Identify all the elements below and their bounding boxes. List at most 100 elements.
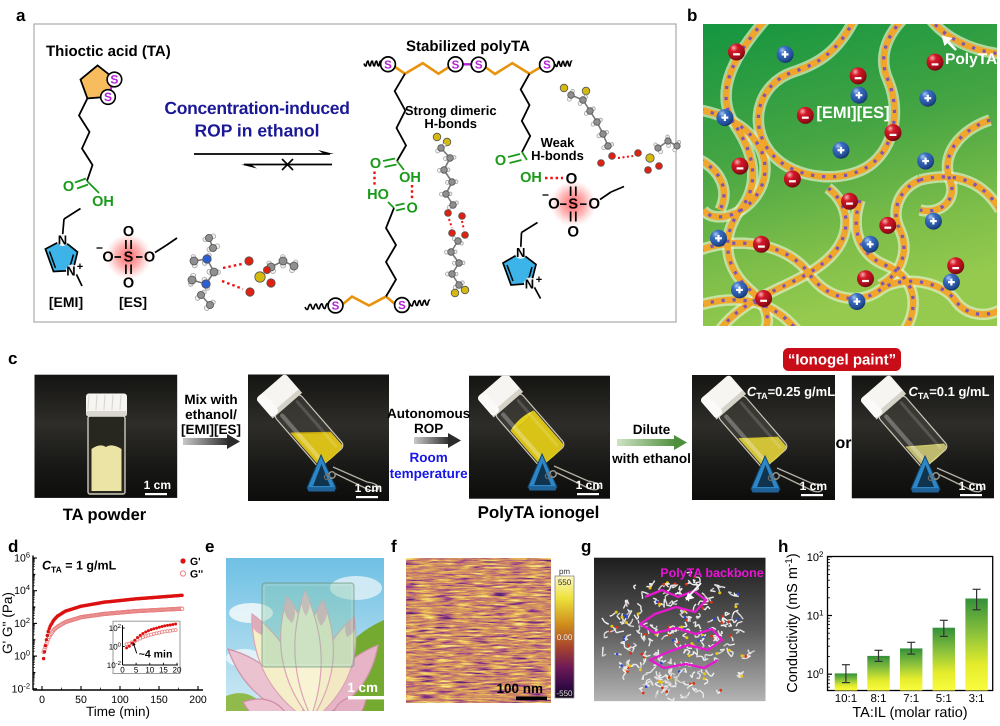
- svg-text:1 cm: 1 cm: [144, 478, 171, 492]
- svg-text:10: 10: [145, 666, 154, 675]
- svg-text:b: b: [687, 6, 697, 25]
- svg-text:[EMI]: [EMI]: [49, 294, 83, 310]
- svg-text:N: N: [66, 264, 75, 279]
- svg-text:1 cm: 1 cm: [355, 481, 382, 495]
- svg-text:S: S: [398, 300, 406, 312]
- svg-text:101: 101: [807, 609, 824, 623]
- svg-text:100: 100: [14, 649, 30, 663]
- svg-text:a: a: [16, 6, 26, 25]
- svg-text:f: f: [391, 537, 397, 556]
- svg-text:S: S: [452, 59, 460, 71]
- svg-text:Dilute: Dilute: [633, 422, 671, 437]
- svg-text:102: 102: [14, 616, 30, 630]
- svg-text:1 cm: 1 cm: [800, 479, 827, 493]
- svg-text:10:1: 10:1: [835, 693, 857, 705]
- svg-text:or: or: [836, 435, 852, 452]
- svg-text:S: S: [104, 90, 112, 104]
- svg-text:104: 104: [14, 583, 30, 597]
- svg-text:O: O: [548, 196, 560, 213]
- svg-text:TA powder: TA powder: [63, 506, 147, 524]
- svg-text:Room: Room: [409, 450, 447, 465]
- svg-text:100 nm: 100 nm: [496, 681, 543, 696]
- svg-text:S: S: [332, 301, 340, 313]
- svg-text:O: O: [567, 224, 579, 241]
- svg-text:5:1: 5:1: [936, 693, 952, 705]
- svg-text:Time (min): Time (min): [86, 704, 150, 719]
- svg-text:8:1: 8:1: [871, 693, 887, 705]
- svg-text:102: 102: [807, 550, 824, 564]
- svg-text:550: 550: [558, 578, 572, 587]
- svg-text:−: −: [96, 241, 103, 255]
- svg-text:S: S: [568, 197, 578, 213]
- svg-text:O: O: [588, 196, 600, 213]
- svg-text:with ethanol: with ethanol: [611, 451, 691, 466]
- svg-text:PolyTA: PolyTA: [945, 51, 997, 68]
- svg-text:+: +: [77, 261, 83, 273]
- svg-text:0: 0: [39, 694, 45, 706]
- svg-text:g: g: [581, 537, 591, 556]
- svg-text:5: 5: [134, 666, 139, 675]
- svg-text:ethanol/: ethanol/: [185, 407, 237, 422]
- svg-text:[EMI][ES]: [EMI][ES]: [181, 422, 241, 437]
- svg-text:0: 0: [120, 666, 125, 675]
- svg-text:15: 15: [159, 666, 168, 675]
- svg-text:20: 20: [173, 666, 182, 675]
- svg-text:G' G'' (Pa): G' G'' (Pa): [0, 592, 15, 654]
- svg-text:Concentration-induced: Concentration-induced: [164, 98, 349, 118]
- svg-text:~4 min: ~4 min: [139, 649, 173, 661]
- svg-text:S: S: [475, 60, 483, 72]
- svg-text:O: O: [123, 276, 134, 292]
- svg-text:O: O: [370, 156, 381, 172]
- svg-text:−: −: [542, 188, 549, 202]
- svg-text:e: e: [205, 537, 214, 556]
- svg-text:Autonomous: Autonomous: [387, 406, 470, 421]
- svg-text:S: S: [110, 73, 118, 87]
- svg-text:ROP: ROP: [414, 421, 443, 436]
- svg-text:-550: -550: [556, 689, 573, 698]
- svg-text:100: 100: [807, 667, 824, 681]
- svg-text:OH: OH: [520, 170, 542, 186]
- svg-text:200: 200: [189, 694, 207, 706]
- svg-text:CTA = 1 g/mL: CTA = 1 g/mL: [42, 559, 117, 575]
- svg-text:h: h: [778, 537, 788, 556]
- svg-text:c: c: [8, 349, 17, 368]
- svg-text:G'': G'': [190, 569, 203, 581]
- svg-text:H-bonds: H-bonds: [531, 148, 584, 163]
- svg-text:3:1: 3:1: [969, 693, 985, 705]
- svg-text:S: S: [543, 60, 551, 72]
- svg-text:1 cm: 1 cm: [576, 478, 603, 492]
- svg-text:pm: pm: [559, 567, 570, 576]
- svg-text:OH: OH: [399, 170, 421, 186]
- svg-text:Mix with: Mix with: [184, 392, 237, 407]
- svg-text:PolyTA backbone: PolyTA backbone: [660, 566, 764, 580]
- svg-text:[EMI][ES]: [EMI][ES]: [816, 104, 889, 122]
- svg-text:O: O: [144, 250, 155, 266]
- svg-text:7:1: 7:1: [903, 693, 919, 705]
- svg-text:106: 106: [14, 551, 30, 565]
- svg-text:G': G': [190, 556, 201, 568]
- svg-text:Thioctic acid (TA): Thioctic acid (TA): [46, 43, 171, 60]
- svg-text:O: O: [407, 201, 418, 217]
- svg-text:N: N: [525, 277, 534, 292]
- svg-text:O: O: [63, 179, 74, 195]
- svg-text:O: O: [495, 153, 506, 169]
- svg-text:Conductivity (mS m-1): Conductivity (mS m-1): [784, 553, 801, 692]
- svg-text:OH: OH: [92, 194, 114, 210]
- svg-text:N: N: [516, 245, 525, 260]
- svg-text:[ES]: [ES]: [119, 294, 147, 310]
- svg-text:S: S: [384, 59, 392, 71]
- svg-text:10-2: 10-2: [12, 681, 30, 695]
- svg-text:S: S: [124, 250, 134, 266]
- svg-text:Stabilized polyTA: Stabilized polyTA: [406, 38, 530, 55]
- svg-text:HO: HO: [367, 187, 389, 203]
- svg-text:150: 150: [150, 694, 168, 706]
- svg-text:temperature: temperature: [390, 466, 469, 481]
- svg-text:N: N: [58, 233, 67, 248]
- svg-text:“Ionogel paint”: “Ionogel paint”: [788, 352, 896, 369]
- svg-text:PolyTA ionogel: PolyTA ionogel: [478, 503, 600, 522]
- svg-text:O: O: [123, 224, 134, 240]
- svg-text:1 cm: 1 cm: [347, 680, 378, 695]
- svg-text:O: O: [102, 250, 113, 266]
- svg-text:0.00: 0.00: [557, 633, 573, 642]
- svg-text:1 cm: 1 cm: [959, 479, 986, 493]
